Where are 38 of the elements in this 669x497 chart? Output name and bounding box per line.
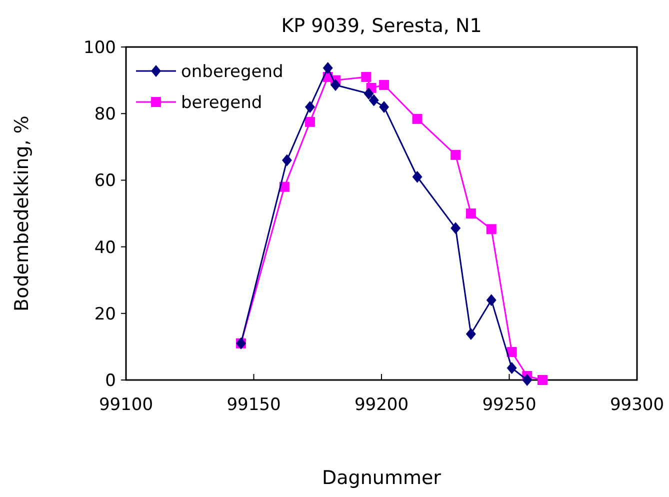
point	[466, 208, 476, 218]
y-tick-label: 40	[94, 238, 116, 258]
point	[361, 72, 372, 82]
legend-label: onberegend	[181, 62, 284, 82]
point	[506, 362, 517, 374]
point	[486, 224, 496, 234]
point	[330, 78, 341, 91]
chart-title: KP 9039, Seresta, N1	[281, 15, 482, 37]
y-tick-label: 0	[105, 370, 116, 391]
point	[506, 347, 517, 358]
point	[322, 62, 333, 74]
legend-label: beregend	[181, 92, 262, 113]
x-tick-label: 99250	[482, 395, 536, 415]
point	[304, 116, 315, 127]
point	[282, 154, 292, 166]
y-tick-label: 20	[94, 304, 116, 324]
y-tick-label: 60	[94, 171, 116, 192]
x-tick-label: 99150	[226, 395, 281, 415]
point	[368, 94, 379, 106]
x-tick-label: 99300	[610, 395, 664, 415]
point	[522, 374, 532, 386]
y-tick-label: 100	[84, 38, 116, 58]
point	[466, 328, 476, 340]
point	[486, 294, 496, 306]
point	[412, 170, 422, 183]
point	[412, 114, 422, 124]
point	[364, 88, 374, 100]
point	[537, 375, 548, 385]
x-tick-label: 99200	[354, 395, 409, 415]
point	[450, 222, 461, 234]
point	[379, 80, 390, 90]
y-axis-title: Bodembedekking, %	[11, 116, 33, 312]
y-tick-label: 80	[94, 104, 116, 125]
point	[379, 100, 390, 113]
x-tick-label: 99100	[98, 395, 154, 415]
point	[304, 100, 315, 113]
point	[450, 150, 461, 160]
x-axis-title: Dagnummer	[322, 467, 442, 489]
